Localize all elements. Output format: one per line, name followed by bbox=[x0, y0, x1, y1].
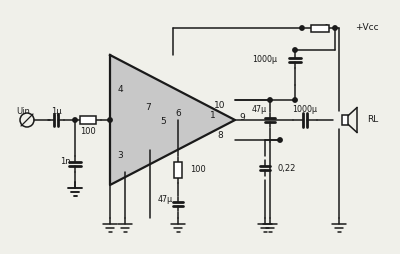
Text: 4: 4 bbox=[117, 86, 123, 94]
Bar bbox=[174, 162, 182, 178]
Text: 10: 10 bbox=[214, 101, 226, 109]
Text: 47µ: 47µ bbox=[158, 196, 173, 204]
Text: RL: RL bbox=[367, 116, 378, 124]
Text: Uin: Uin bbox=[16, 106, 30, 116]
Circle shape bbox=[278, 138, 282, 142]
Text: 5: 5 bbox=[160, 118, 166, 126]
Bar bbox=[311, 24, 329, 31]
Text: 6: 6 bbox=[175, 109, 181, 119]
Circle shape bbox=[293, 98, 297, 102]
Text: 9: 9 bbox=[239, 114, 245, 122]
Circle shape bbox=[333, 26, 337, 30]
Circle shape bbox=[293, 48, 297, 52]
Text: 100: 100 bbox=[190, 166, 206, 174]
Text: 1µ: 1µ bbox=[51, 106, 61, 116]
Text: 1: 1 bbox=[210, 112, 216, 120]
Circle shape bbox=[300, 26, 304, 30]
Text: +Vcc: +Vcc bbox=[355, 24, 379, 33]
Text: 0,22: 0,22 bbox=[277, 164, 295, 172]
Text: 1000µ: 1000µ bbox=[252, 56, 277, 65]
Circle shape bbox=[108, 118, 112, 122]
Text: 3: 3 bbox=[117, 151, 123, 160]
Bar bbox=[342, 115, 348, 124]
Text: 100: 100 bbox=[80, 126, 96, 135]
Text: 8: 8 bbox=[217, 132, 223, 140]
Bar bbox=[80, 116, 96, 124]
Text: 1n: 1n bbox=[60, 156, 70, 166]
Text: 1000µ: 1000µ bbox=[292, 105, 318, 115]
Polygon shape bbox=[110, 55, 235, 185]
Text: 47µ: 47µ bbox=[252, 105, 267, 115]
Text: 7: 7 bbox=[145, 103, 151, 113]
Circle shape bbox=[73, 118, 77, 122]
Circle shape bbox=[268, 98, 272, 102]
